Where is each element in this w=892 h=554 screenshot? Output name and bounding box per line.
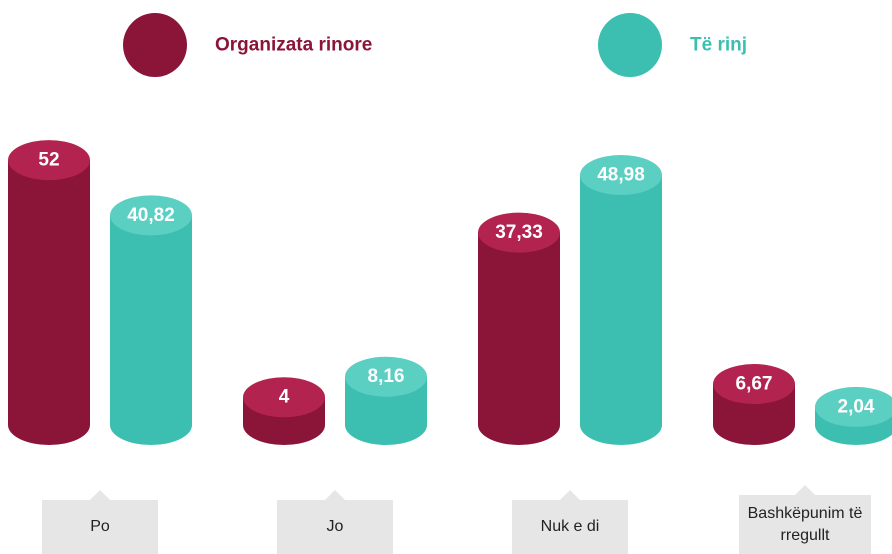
- bar: [110, 215, 192, 445]
- cylinder: 4: [243, 377, 325, 445]
- category-label: Po: [42, 490, 158, 554]
- bar: [8, 160, 90, 445]
- value-label: 6,67: [736, 374, 773, 395]
- legend-swatch: [598, 13, 662, 77]
- legend-label: Të rinj: [690, 35, 747, 56]
- cylinder: 8,16: [345, 356, 427, 445]
- category-label: Bashkëpunim të rregullt: [739, 485, 871, 554]
- cylinder: 52: [8, 140, 90, 445]
- bar-top: [580, 155, 662, 196]
- legend-swatch: [123, 13, 187, 77]
- bar: [580, 175, 662, 445]
- bar-top: [8, 140, 90, 181]
- cylinder: 37,33: [478, 212, 560, 445]
- category-label: Jo: [277, 490, 393, 554]
- cylinder: 48,98: [580, 155, 662, 445]
- bar-top: [345, 356, 427, 397]
- bar: [478, 232, 560, 445]
- value-label: 2,04: [838, 396, 875, 417]
- legend-label: Organizata rinore: [215, 35, 372, 56]
- bar-top: [243, 377, 325, 418]
- bar-top: [110, 195, 192, 236]
- category-label: Nuk e di: [512, 490, 628, 554]
- value-label: 4: [279, 387, 290, 408]
- bar-top: [713, 364, 795, 405]
- bar-top: [815, 386, 892, 427]
- bar-top: [478, 212, 560, 253]
- cylinder: 2,04: [815, 386, 892, 445]
- value-label: 37,33: [495, 222, 543, 243]
- cylinder: 6,67: [713, 364, 795, 445]
- value-label: 52: [38, 150, 59, 171]
- value-label: 40,82: [127, 205, 175, 226]
- value-label: 8,16: [368, 366, 405, 387]
- value-label: 48,98: [597, 165, 645, 186]
- cylinder: 40,82: [110, 195, 192, 445]
